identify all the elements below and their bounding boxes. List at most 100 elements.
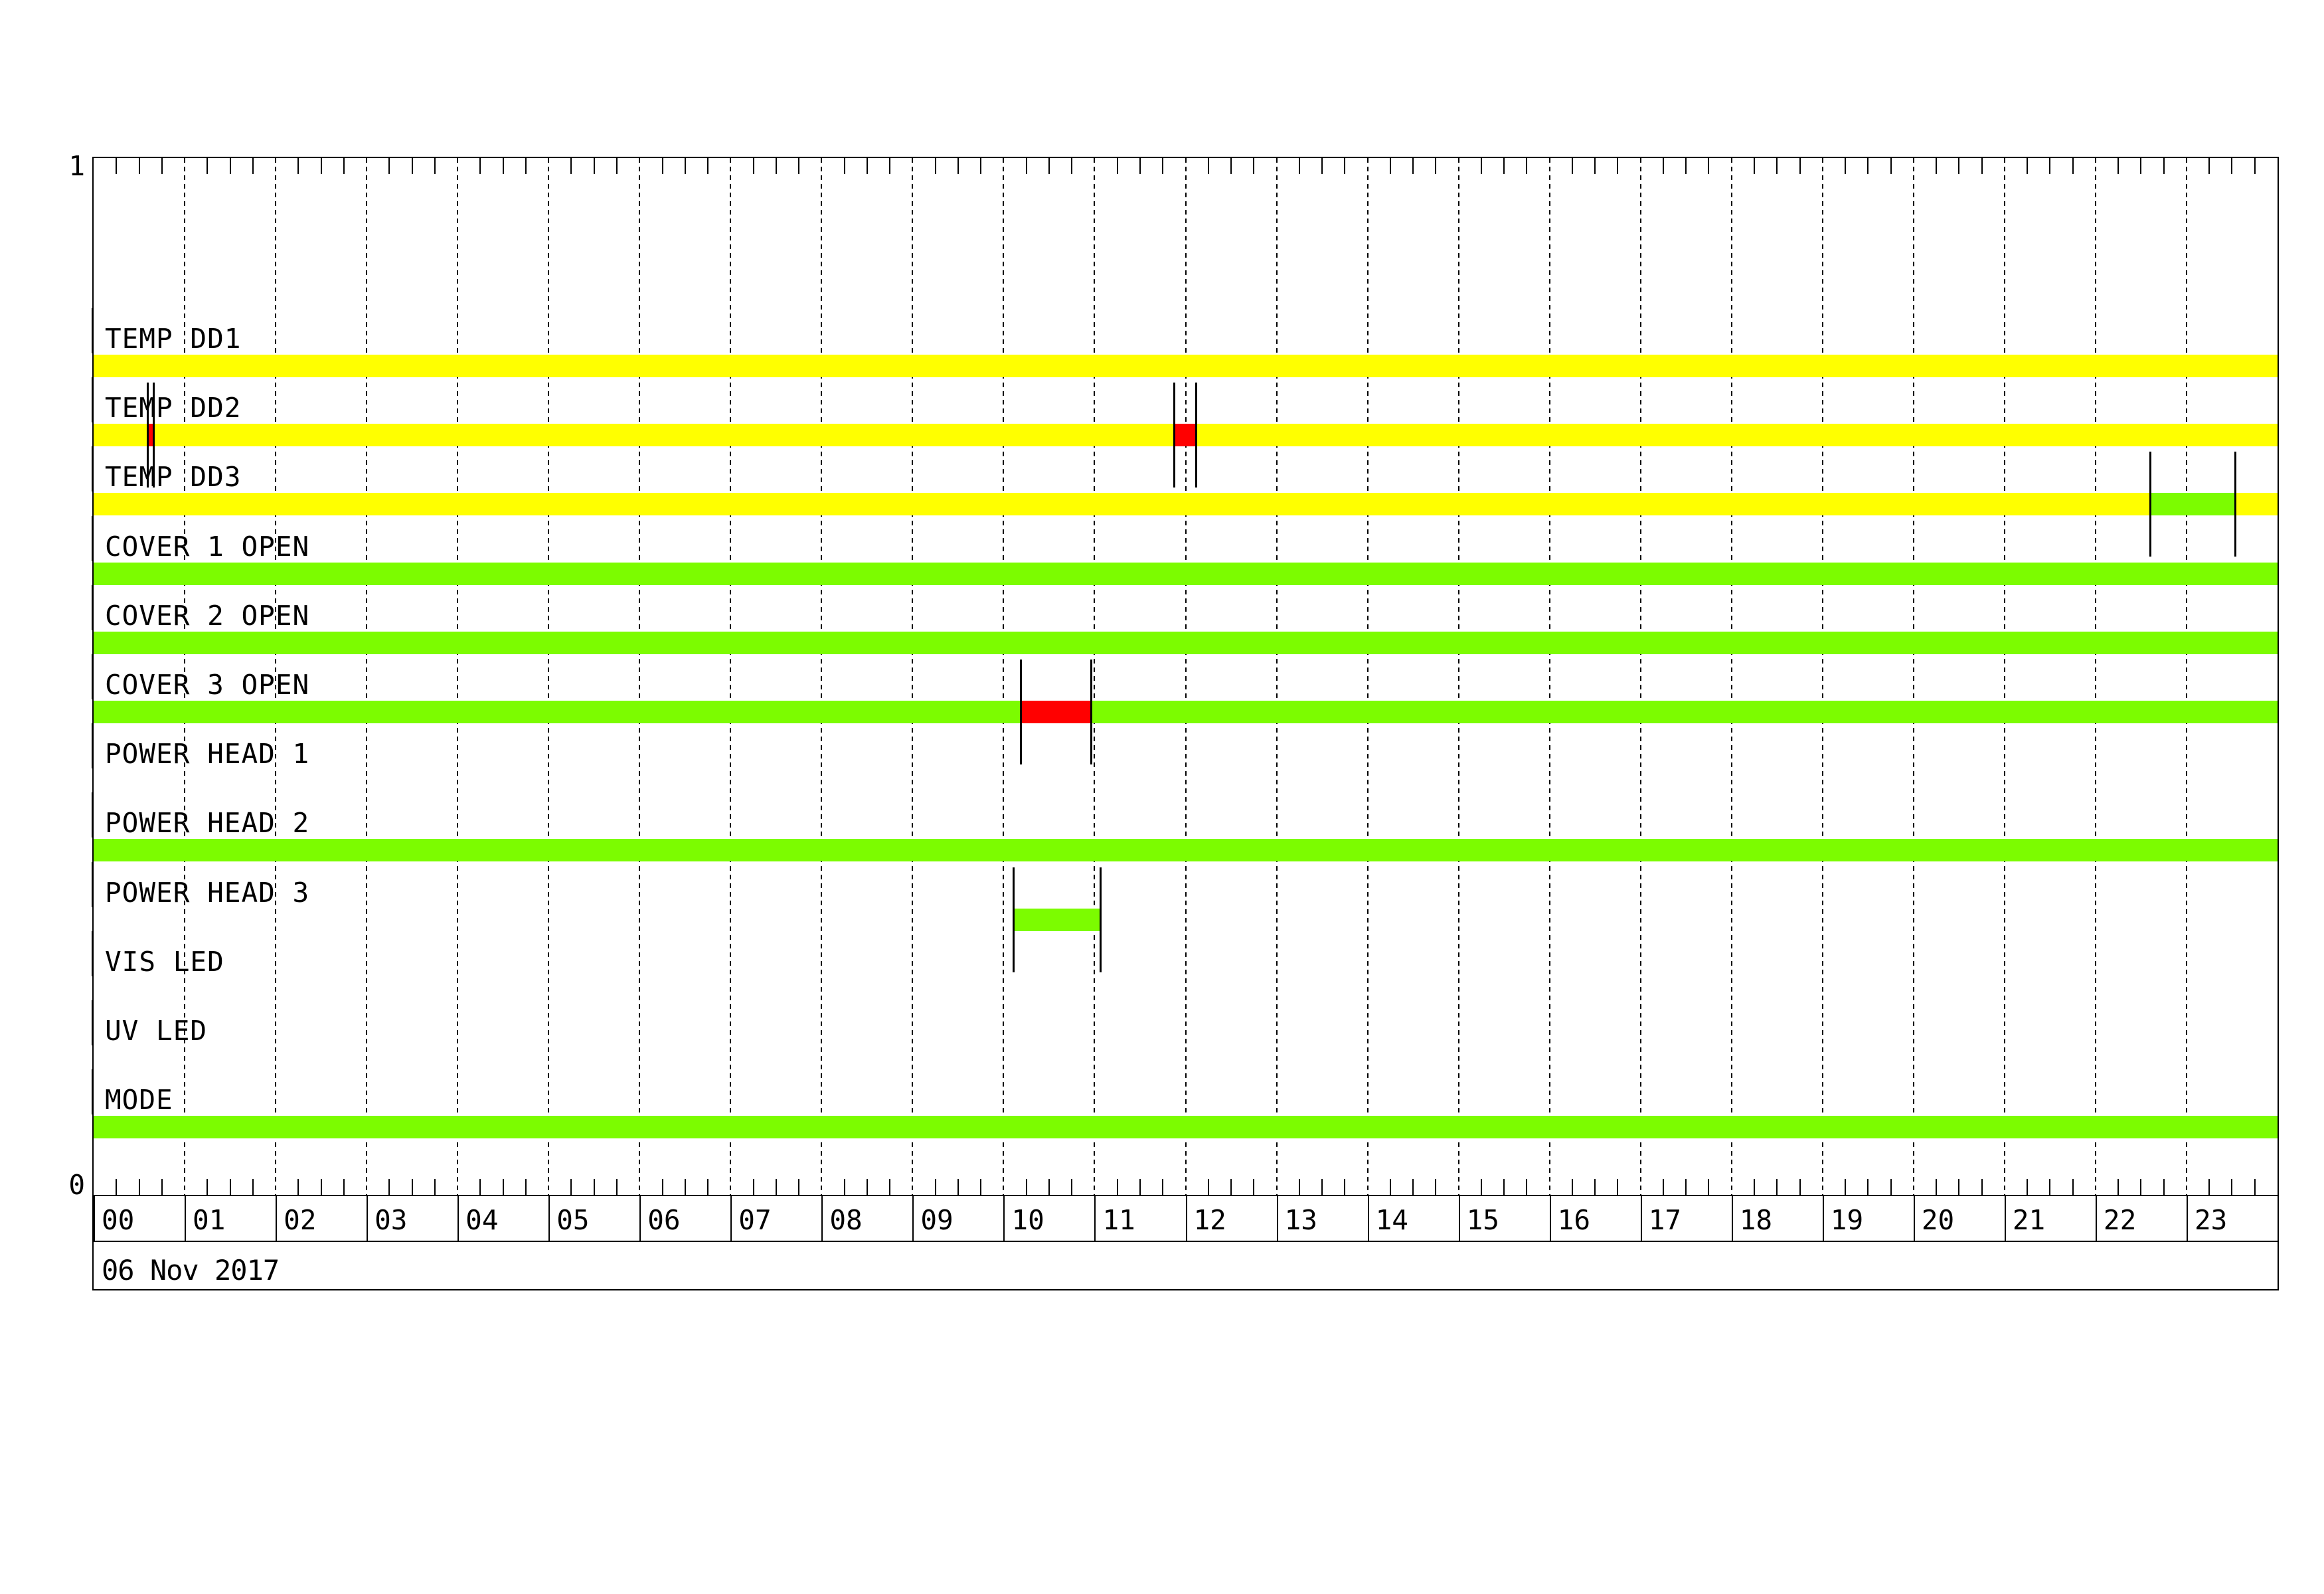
minor-tick-bottom bbox=[1207, 1179, 1209, 1195]
status-segment bbox=[94, 1116, 2278, 1138]
minor-tick-bottom bbox=[1685, 1179, 1687, 1195]
minor-tick-top bbox=[2140, 158, 2142, 174]
status-segment bbox=[1195, 424, 2278, 446]
minor-tick-bottom bbox=[161, 1179, 163, 1195]
hour-label: 09 bbox=[920, 1204, 954, 1236]
minor-tick-bottom bbox=[479, 1179, 481, 1195]
minor-tick-bottom bbox=[388, 1179, 390, 1195]
minor-tick-bottom bbox=[1662, 1179, 1664, 1195]
minor-tick-bottom bbox=[1253, 1179, 1255, 1195]
hour-label: 06 bbox=[647, 1204, 681, 1236]
row-label: UV LED bbox=[105, 1015, 208, 1047]
status-segment bbox=[2150, 493, 2235, 515]
row-label: TEMP DD2 bbox=[105, 392, 242, 424]
minor-tick-bottom bbox=[616, 1179, 618, 1195]
hour-cell: 09 bbox=[912, 1195, 1003, 1242]
minor-tick-bottom bbox=[661, 1179, 663, 1195]
row-axis-tick bbox=[92, 723, 94, 768]
hour-gridline bbox=[366, 158, 368, 1195]
status-segment bbox=[2234, 493, 2278, 515]
minor-tick-bottom bbox=[1981, 1179, 1983, 1195]
hour-label: 03 bbox=[374, 1204, 408, 1236]
minor-tick-bottom bbox=[775, 1179, 777, 1195]
minor-tick-top bbox=[1503, 158, 1505, 174]
minor-tick-top bbox=[1048, 158, 1050, 174]
hour-label: 02 bbox=[284, 1204, 317, 1236]
row-label: MODE bbox=[105, 1084, 173, 1116]
minor-tick-bottom bbox=[1754, 1179, 1755, 1195]
minor-tick-bottom bbox=[752, 1179, 754, 1195]
hour-label: 08 bbox=[829, 1204, 863, 1236]
minor-tick-top bbox=[889, 158, 891, 174]
minor-tick-bottom bbox=[1708, 1179, 1710, 1195]
hour-gridline bbox=[275, 158, 277, 1195]
hour-gridline bbox=[1457, 158, 1459, 1195]
minor-tick-top bbox=[1708, 158, 1710, 174]
minor-tick-top bbox=[1685, 158, 1687, 174]
row-label: COVER 1 OPEN bbox=[105, 531, 310, 563]
minor-tick-top bbox=[1867, 158, 1869, 174]
minor-tick-bottom bbox=[2163, 1179, 2165, 1195]
minor-tick-top bbox=[2254, 158, 2256, 174]
minor-tick-top bbox=[1776, 158, 1778, 174]
minor-tick-bottom bbox=[525, 1179, 527, 1195]
row-axis-tick bbox=[92, 792, 94, 838]
date-label: 06 Nov 2017 bbox=[102, 1254, 280, 1286]
event-marker bbox=[146, 383, 149, 487]
hour-label: 21 bbox=[2012, 1204, 2046, 1236]
hour-label: 04 bbox=[465, 1204, 499, 1236]
y-axis-top-label: 1 bbox=[68, 150, 85, 182]
minor-tick-top bbox=[479, 158, 481, 174]
hour-label: 11 bbox=[1102, 1204, 1135, 1236]
minor-tick-top bbox=[616, 158, 618, 174]
minor-tick-top bbox=[775, 158, 777, 174]
hour-label: 22 bbox=[2103, 1204, 2137, 1236]
minor-tick-top bbox=[1253, 158, 1255, 174]
minor-tick-top bbox=[138, 158, 140, 174]
minor-tick-bottom bbox=[320, 1179, 322, 1195]
hour-cell: 21 bbox=[2004, 1195, 2096, 1242]
minor-tick-top bbox=[116, 158, 118, 174]
row-axis-tick bbox=[92, 377, 94, 422]
minor-tick-top bbox=[525, 158, 527, 174]
minor-tick-bottom bbox=[1230, 1179, 1232, 1195]
minor-tick-top bbox=[707, 158, 709, 174]
minor-tick-top bbox=[1571, 158, 1573, 174]
minor-tick-bottom bbox=[684, 1179, 686, 1195]
hour-gridline bbox=[184, 158, 186, 1195]
minor-tick-top bbox=[320, 158, 322, 174]
minor-tick-bottom bbox=[866, 1179, 868, 1195]
hour-cell: 18 bbox=[1731, 1195, 1823, 1242]
minor-tick-top bbox=[434, 158, 436, 174]
hour-label: 12 bbox=[1193, 1204, 1226, 1236]
hour-gridline bbox=[912, 158, 914, 1195]
hour-label: 00 bbox=[102, 1204, 135, 1236]
status-segment bbox=[94, 839, 2278, 861]
minor-tick-top bbox=[1298, 158, 1300, 174]
hour-cell: 03 bbox=[367, 1195, 457, 1242]
hour-label: 23 bbox=[2194, 1204, 2228, 1236]
minor-tick-top bbox=[411, 158, 413, 174]
minor-tick-bottom bbox=[1344, 1179, 1346, 1195]
status-segment bbox=[153, 424, 1174, 446]
status-segment bbox=[94, 701, 1021, 723]
status-segment bbox=[94, 632, 2278, 654]
row-axis-tick bbox=[92, 516, 94, 561]
hour-cell: 08 bbox=[821, 1195, 912, 1242]
hour-cell: 13 bbox=[1276, 1195, 1368, 1242]
hour-gridline bbox=[2094, 158, 2096, 1195]
status-segment bbox=[94, 493, 2151, 515]
hour-gridline bbox=[1003, 158, 1005, 1195]
row-label: POWER HEAD 3 bbox=[105, 877, 310, 909]
event-marker bbox=[1099, 867, 1102, 972]
minor-tick-top bbox=[502, 158, 504, 174]
minor-tick-bottom bbox=[1162, 1179, 1164, 1195]
minor-tick-top bbox=[2072, 158, 2074, 174]
minor-tick-bottom bbox=[1845, 1179, 1847, 1195]
hour-label: 10 bbox=[1011, 1204, 1044, 1236]
minor-tick-bottom bbox=[889, 1179, 891, 1195]
minor-tick-top bbox=[1594, 158, 1596, 174]
row-axis-tick bbox=[92, 585, 94, 630]
minor-tick-bottom bbox=[934, 1179, 936, 1195]
minor-tick-bottom bbox=[2117, 1179, 2119, 1195]
